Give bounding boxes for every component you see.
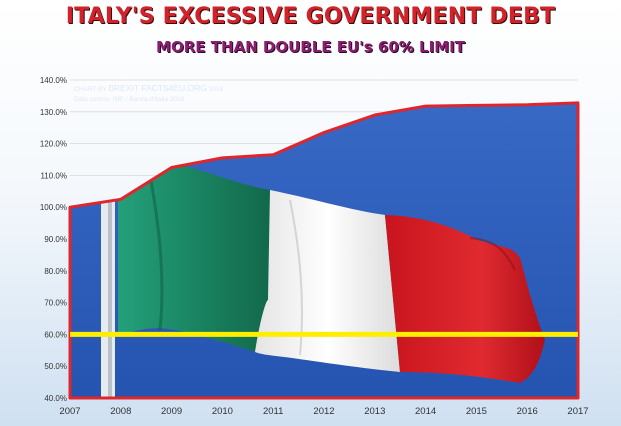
flagpole bbox=[101, 150, 115, 399]
y-tick-label: 40.0% bbox=[44, 394, 67, 403]
chart-credit-year: 2018 bbox=[209, 86, 224, 93]
y-tick-label: 80.0% bbox=[44, 267, 67, 276]
chart-credit-brand: BREXIT FACTS4EU.ORG bbox=[108, 83, 207, 93]
chart-title: ITALY'S EXCESSIVE GOVERNMENT DEBT bbox=[65, 4, 556, 29]
chart-subtitle: MORE THAN DOUBLE EU's 60% LIMIT bbox=[156, 38, 465, 56]
y-tick-label: 120.0% bbox=[40, 140, 67, 149]
x-tick-label: 2017 bbox=[567, 406, 588, 417]
data-source-note: Data source: IMF / Banca d'Italia 2018 bbox=[74, 96, 185, 103]
chart-credit: CHART BY BREXIT FACTS4EU.ORG 2018 bbox=[74, 83, 224, 93]
y-tick-label: 130.0% bbox=[40, 108, 67, 117]
x-axis: 2007 2008 2009 2010 2011 2012 2013 2014 2015 2016… bbox=[59, 406, 588, 417]
y-tick-label: 140.0% bbox=[40, 76, 67, 85]
x-tick-label: 2016 bbox=[517, 406, 538, 417]
x-tick-label: 2008 bbox=[110, 406, 131, 417]
x-tick-label: 2014 bbox=[415, 406, 436, 417]
y-tick-label: 70.0% bbox=[44, 299, 67, 308]
x-tick-label: 2007 bbox=[59, 406, 80, 417]
y-tick-label: 60.0% bbox=[44, 330, 67, 339]
y-tick-label: 50.0% bbox=[44, 362, 67, 371]
x-tick-label: 2012 bbox=[313, 406, 334, 417]
area-fill bbox=[70, 102, 578, 399]
italian-flag-image bbox=[118, 164, 545, 383]
debt-series-line bbox=[68, 101, 580, 400]
x-tick-label: 2009 bbox=[161, 406, 182, 417]
x-tick-label: 2013 bbox=[364, 406, 385, 417]
y-axis: 40.0% 50.0% 60.0% 70.0% 80.0% 90.0% 100.0% 110.… bbox=[40, 76, 67, 403]
x-tick-label: 2015 bbox=[466, 406, 487, 417]
x-tick-label: 2010 bbox=[212, 406, 233, 417]
y-tick-label: 100.0% bbox=[40, 203, 67, 212]
y-tick-label: 110.0% bbox=[40, 171, 67, 180]
x-tick-label: 2011 bbox=[263, 406, 283, 417]
y-tick-label: 90.0% bbox=[44, 235, 67, 244]
chart-credit-prefix: CHART BY bbox=[74, 86, 107, 93]
